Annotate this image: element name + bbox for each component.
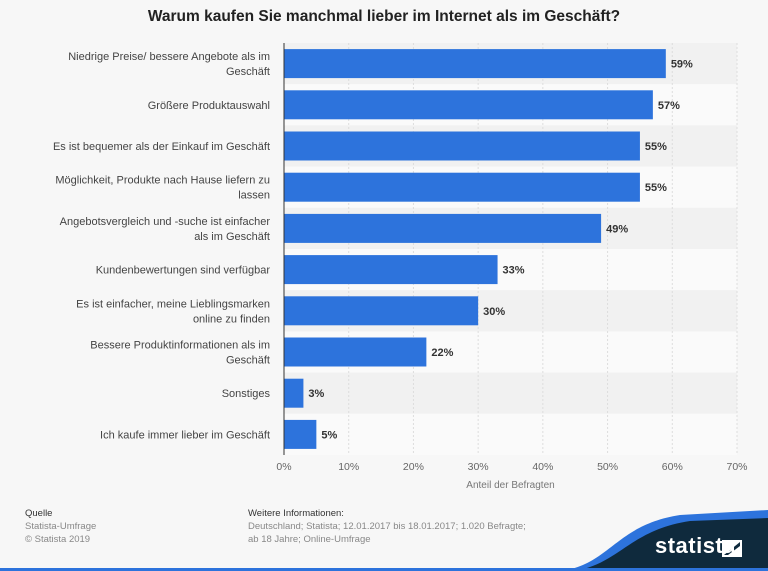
x-tick-label: 70%	[726, 461, 747, 473]
data-label: 55%	[645, 182, 667, 194]
data-label: 5%	[321, 429, 337, 441]
data-label: 57%	[658, 100, 680, 112]
bar	[284, 90, 653, 120]
info-line: Deutschland; Statista; 12.01.2017 bis 18…	[248, 521, 526, 532]
x-tick-label: 30%	[468, 461, 489, 473]
source-heading: Quelle	[25, 508, 53, 519]
category-label: online zu finden	[193, 313, 270, 325]
category-label: Ich kaufe immer lieber im Geschäft	[100, 429, 270, 441]
x-tick-label: 60%	[662, 461, 683, 473]
bar	[284, 213, 602, 243]
x-tick-label: 0%	[276, 461, 291, 473]
data-label: 33%	[503, 265, 525, 277]
bar	[284, 49, 666, 79]
info-line: ab 18 Jahre; Online-Umfrage	[248, 534, 371, 545]
statista-logo-text: statista	[654, 533, 736, 558]
data-label: 49%	[606, 223, 628, 235]
data-label: 22%	[431, 347, 453, 359]
bar	[284, 255, 498, 285]
category-label: Möglichkeit, Produkte nach Hause liefern…	[55, 175, 270, 187]
category-label: Geschäft	[226, 66, 270, 78]
x-tick-label: 10%	[338, 461, 359, 473]
x-tick-label: 20%	[403, 461, 424, 473]
row-band	[284, 372, 737, 414]
info-block: Weitere Informationen: Deutschland; Stat…	[248, 507, 526, 546]
source-line: Statista-Umfrage	[25, 521, 97, 532]
category-label: Größere Produktauswahl	[148, 100, 270, 112]
category-label: Sonstiges	[222, 388, 271, 400]
data-label: 59%	[671, 59, 693, 71]
x-axis-label: Anteil der Befragten	[466, 480, 554, 491]
category-label: Angebotsvergleich und -suche ist einfach…	[60, 216, 271, 228]
chart-title: Warum kaufen Sie manchmal lieber im Inte…	[147, 8, 621, 25]
info-heading: Weitere Informationen:	[248, 508, 344, 519]
category-label: als im Geschäft	[194, 231, 270, 243]
copyright: © Statista 2019	[25, 534, 91, 545]
category-label: Es ist bequemer als der Einkauf im Gesch…	[53, 141, 270, 153]
bar-chart: 0% 10% 20% 30% 40% 50% 60% 70% Anteil der Befrag…	[53, 43, 748, 491]
source-block: Quelle Statista-Umfrage © Statista 2019	[25, 507, 96, 546]
category-label: Bessere Produktinformationen als im	[90, 340, 270, 352]
category-label: lassen	[238, 190, 270, 202]
bar	[284, 419, 317, 449]
bar	[284, 296, 479, 326]
bar	[284, 337, 427, 367]
data-label: 55%	[645, 141, 667, 153]
x-tick-label: 40%	[532, 461, 553, 473]
row-band	[284, 413, 737, 455]
bar	[284, 378, 304, 408]
category-label: Niedrige Preise/ bessere Angebote als im	[68, 51, 270, 63]
bar	[284, 131, 640, 161]
category-label: Es ist einfacher, meine Lieblingsmarken	[76, 298, 270, 310]
data-label: 3%	[308, 388, 324, 400]
category-label: Kundenbewertungen sind verfügbar	[96, 265, 271, 277]
category-label: Geschäft	[226, 355, 270, 367]
bar	[284, 172, 640, 202]
data-label: 30%	[483, 306, 505, 318]
x-tick-label: 50%	[597, 461, 618, 473]
